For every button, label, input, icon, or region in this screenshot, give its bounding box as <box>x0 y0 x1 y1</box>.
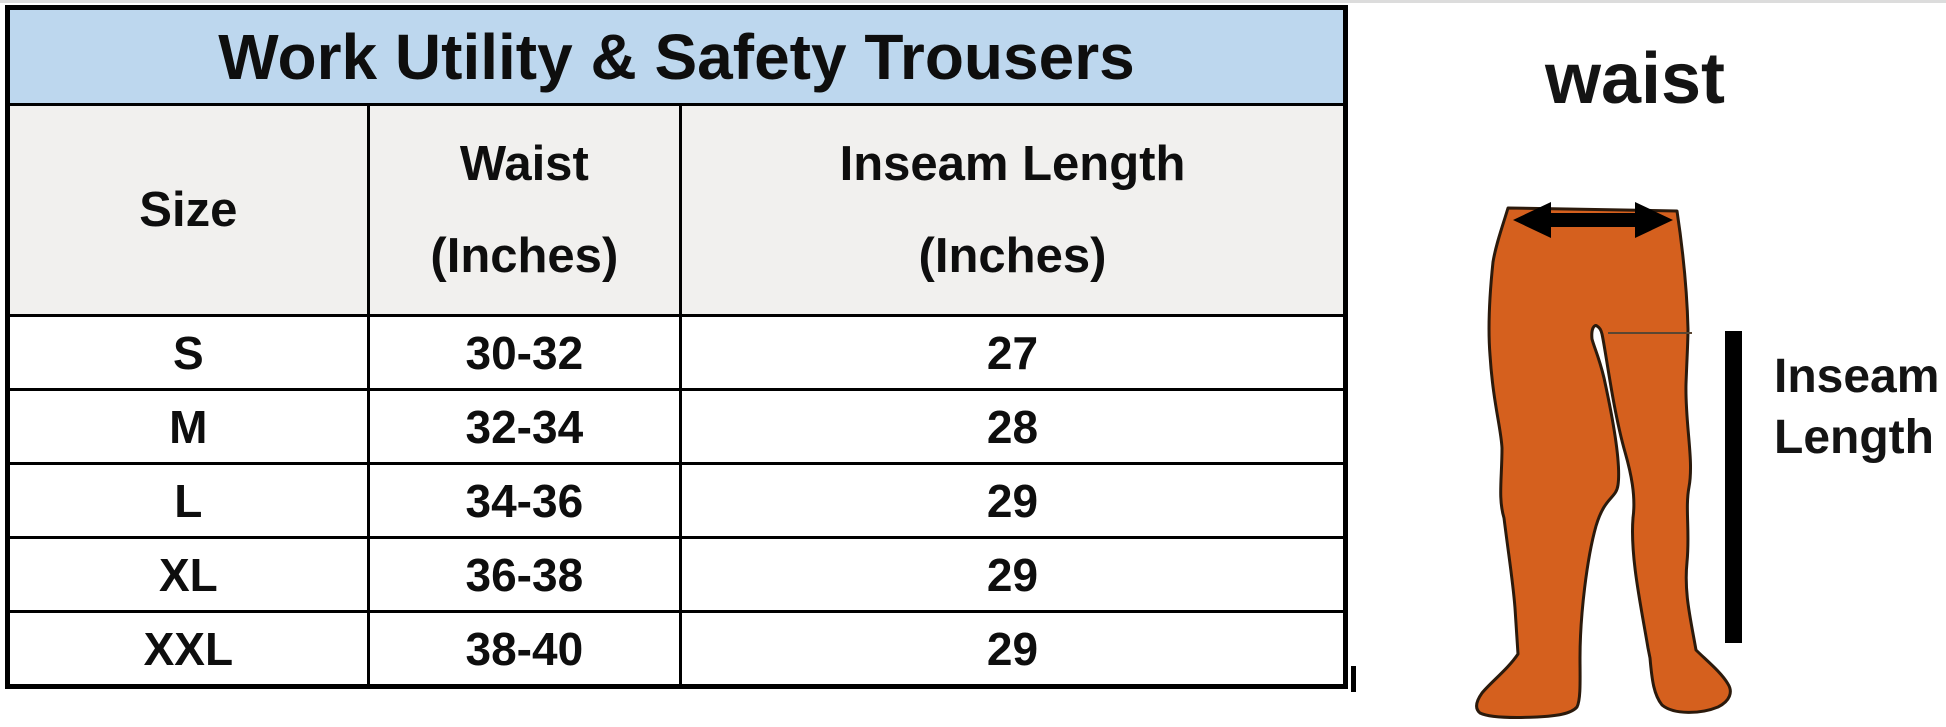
waist-cell: 30-32 <box>366 314 682 391</box>
inseam-label-line2: Length <box>1774 411 1934 464</box>
table-row-xxl: XXL 38-40 29 <box>6 610 1348 688</box>
table-row-xl: XL 36-38 29 <box>6 536 1348 613</box>
scan-artifact-line <box>0 0 1946 3</box>
table-row-l: L 34-36 29 <box>6 462 1348 539</box>
waist-arrow-icon <box>1513 202 1673 238</box>
inseam-cell: 27 <box>678 314 1348 391</box>
inseam-label-line1: Inseam <box>1774 350 1940 403</box>
trousers-figure-canvas <box>1475 202 1742 719</box>
table-title: Work Utility & Safety Trousers <box>6 6 1347 106</box>
column-header-waist: Waist (Inches) <box>366 103 682 317</box>
column-header-size: Size <box>6 103 370 317</box>
size-chart-table: Work Utility & Safety Trousers Size Wais… <box>5 5 1348 689</box>
table-row-s: S 30-32 27 <box>6 314 1348 391</box>
column-header-size-label: Size <box>139 183 238 237</box>
waist-cell: 36-38 <box>366 536 682 613</box>
waist-cell: 34-36 <box>366 462 682 539</box>
column-header-inseam: Inseam Length (Inches) <box>678 103 1348 317</box>
waist-measure-label: waist <box>1544 39 1726 119</box>
table-row-m: M 32-34 28 <box>6 388 1348 465</box>
trousers-diagram: waist Inseam Length <box>1380 0 1946 727</box>
size-cell: M <box>6 388 370 465</box>
column-header-inseam-unit: (Inches) <box>918 229 1107 283</box>
inseam-cell: 29 <box>678 462 1348 539</box>
waist-cell: 38-40 <box>366 610 682 688</box>
inseam-cell: 29 <box>678 536 1348 613</box>
size-cell: XL <box>6 536 370 613</box>
waist-cell: 32-34 <box>366 388 682 465</box>
table-header-row: Size Waist (Inches) Inseam Length (Inche… <box>6 103 1348 317</box>
column-header-waist-label: Waist <box>459 137 589 191</box>
size-cell: XXL <box>6 610 370 688</box>
inseam-cell: 29 <box>678 610 1348 688</box>
column-header-inseam-label: Inseam Length <box>839 137 1186 191</box>
column-header-waist-unit: (Inches) <box>430 229 619 283</box>
scan-artifact-tick <box>1351 666 1356 692</box>
size-cell: S <box>6 314 370 391</box>
trousers-illustration <box>1475 206 1732 719</box>
inseam-measure-label: Inseam Length <box>1774 346 1939 468</box>
size-cell: L <box>6 462 370 539</box>
inseam-cell: 28 <box>678 388 1348 465</box>
table-title-row: Work Utility & Safety Trousers <box>6 6 1347 106</box>
inseam-measure-bar <box>1725 331 1742 643</box>
